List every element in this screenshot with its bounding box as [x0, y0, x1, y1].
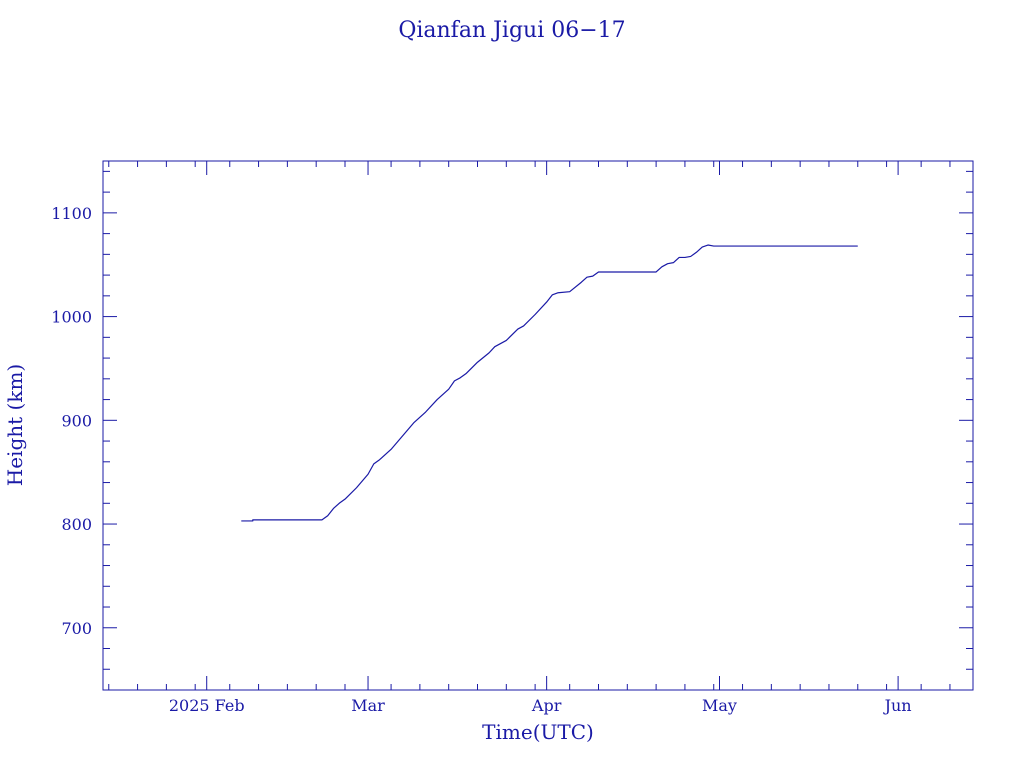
- x-tick-label: Mar: [351, 696, 385, 715]
- y-tick-label: 900: [61, 411, 92, 430]
- x-axis-label: Time(UTC): [482, 720, 594, 744]
- x-tick-label: 2025 Feb: [169, 696, 245, 715]
- y-axis-tick-labels: 700 800 900 1000 1100: [51, 204, 92, 638]
- y-tick-label: 1100: [51, 204, 92, 223]
- x-tick-label: Apr: [531, 696, 562, 715]
- y-tick-label: 700: [61, 619, 92, 638]
- x-axis-tick-labels: 2025 Feb Mar Apr May Jun: [169, 696, 912, 715]
- series-layer: [241, 244, 858, 522]
- x-tick-label: May: [702, 696, 737, 715]
- x-axis-ticks: [108, 161, 951, 690]
- y-axis-label: Height (km): [3, 364, 27, 486]
- y-tick-label: 1000: [51, 308, 92, 327]
- y-axis-ticks: [103, 170, 973, 691]
- y-tick-label: 800: [61, 515, 92, 534]
- plot-frame: [102, 160, 974, 691]
- x-tick-label: Jun: [883, 696, 912, 715]
- chart-title: Qianfan Jigui 06−17: [398, 18, 625, 43]
- series-line-0: [241, 244, 858, 522]
